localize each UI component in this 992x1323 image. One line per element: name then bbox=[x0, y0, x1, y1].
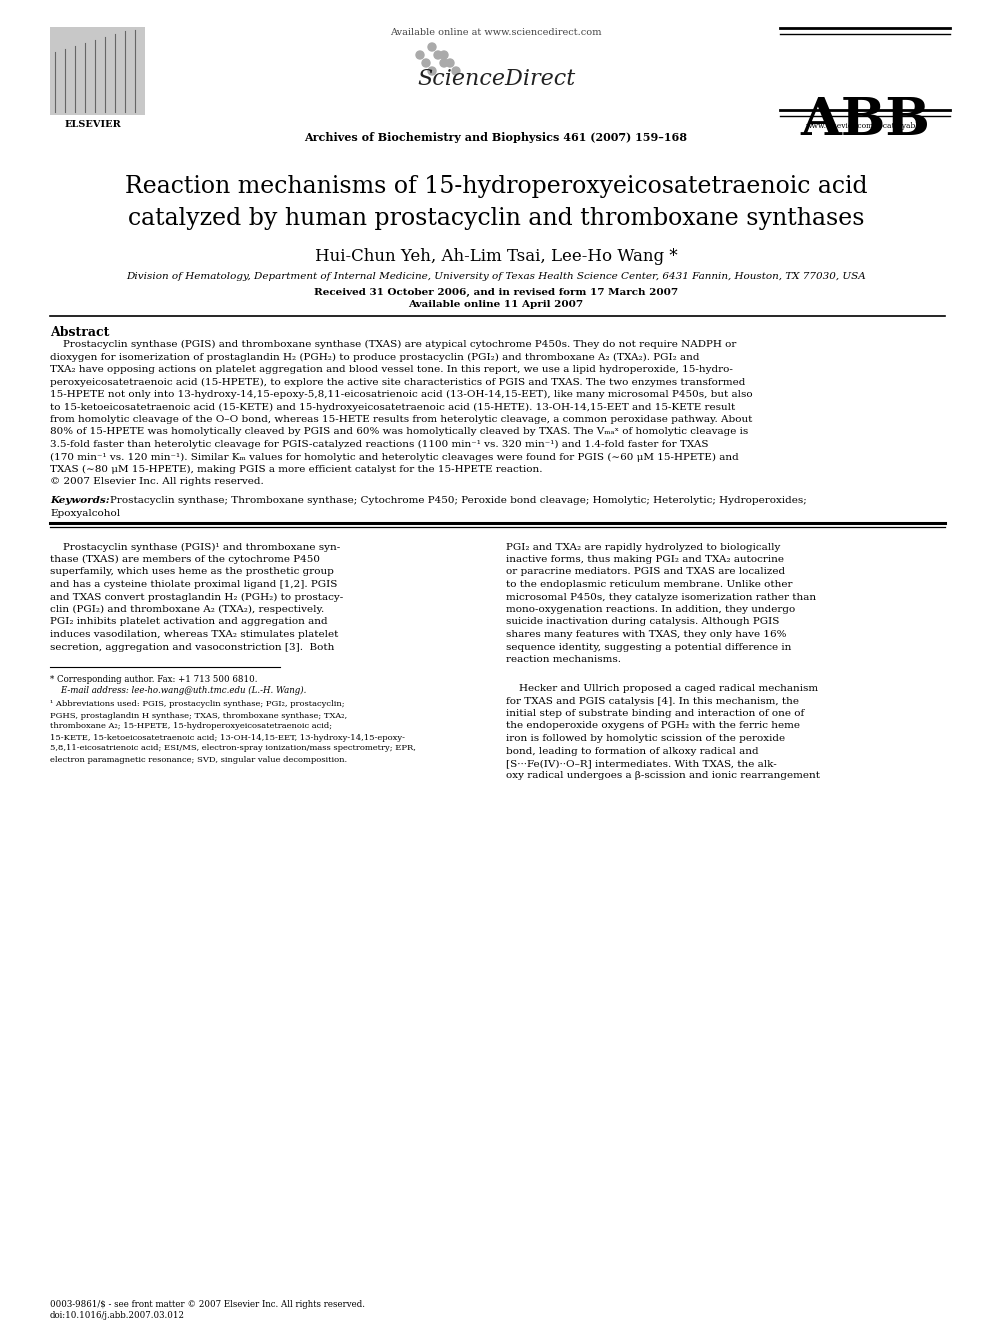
Text: peroxyeicosatetraenoic acid (15-HPETE), to explore the active site characteristi: peroxyeicosatetraenoic acid (15-HPETE), … bbox=[50, 377, 745, 386]
Text: thromboxane A₂; 15-HPETE, 15-hydroperoxyeicosatetraenoic acid;: thromboxane A₂; 15-HPETE, 15-hydroperoxy… bbox=[50, 722, 332, 730]
Text: electron paramagnetic resonance; SVD, singular value decomposition.: electron paramagnetic resonance; SVD, si… bbox=[50, 755, 347, 763]
Text: for TXAS and PGIS catalysis [4]. In this mechanism, the: for TXAS and PGIS catalysis [4]. In this… bbox=[506, 696, 799, 705]
Text: induces vasodilation, whereas TXA₂ stimulates platelet: induces vasodilation, whereas TXA₂ stimu… bbox=[50, 630, 338, 639]
Text: Reaction mechanisms of 15-hydroperoxyeicosatetraenoic acid: Reaction mechanisms of 15-hydroperoxyeic… bbox=[125, 175, 867, 198]
Text: PGHS, prostaglandin H synthase; TXAS, thromboxane synthase; TXA₂,: PGHS, prostaglandin H synthase; TXAS, th… bbox=[50, 712, 347, 720]
Text: dioxygen for isomerization of prostaglandin H₂ (PGH₂) to produce prostacyclin (P: dioxygen for isomerization of prostaglan… bbox=[50, 352, 699, 361]
Text: Received 31 October 2006, and in revised form 17 March 2007: Received 31 October 2006, and in revised… bbox=[313, 288, 679, 298]
Text: 5,8,11-eicosatrienoic acid; ESI/MS, electron-spray ionization/mass spectrometry;: 5,8,11-eicosatrienoic acid; ESI/MS, elec… bbox=[50, 745, 416, 753]
Circle shape bbox=[428, 44, 436, 52]
Text: Available online 11 April 2007: Available online 11 April 2007 bbox=[409, 300, 583, 310]
Circle shape bbox=[446, 60, 454, 67]
Text: Epoxyalcohol: Epoxyalcohol bbox=[50, 508, 120, 517]
Text: www.elsevier.com/locate/yabbi: www.elsevier.com/locate/yabbi bbox=[806, 122, 924, 130]
Text: reaction mechanisms.: reaction mechanisms. bbox=[506, 655, 621, 664]
Circle shape bbox=[440, 60, 448, 67]
Text: 15-KETE, 15-ketoeicosatetraenoic acid; 13-OH-14,15-EET, 13-hydroxy-14,15-epoxy-: 15-KETE, 15-ketoeicosatetraenoic acid; 1… bbox=[50, 733, 405, 741]
Text: Abstract: Abstract bbox=[50, 325, 109, 339]
Text: Archives of Biochemistry and Biophysics 461 (2007) 159–168: Archives of Biochemistry and Biophysics … bbox=[305, 132, 687, 143]
Text: thase (TXAS) are members of the cytochrome P450: thase (TXAS) are members of the cytochro… bbox=[50, 556, 320, 564]
Text: Prostacyclin synthase (PGIS)¹ and thromboxane syn-: Prostacyclin synthase (PGIS)¹ and thromb… bbox=[50, 542, 340, 552]
Text: bond, leading to formation of alkoxy radical and: bond, leading to formation of alkoxy rad… bbox=[506, 746, 759, 755]
Text: Prostacyclin synthase (PGIS) and thromboxane synthase (TXAS) are atypical cytoch: Prostacyclin synthase (PGIS) and thrombo… bbox=[50, 340, 736, 349]
Text: clin (PGI₂) and thromboxane A₂ (TXA₂), respectively.: clin (PGI₂) and thromboxane A₂ (TXA₂), r… bbox=[50, 605, 324, 614]
Text: (170 min⁻¹ vs. 120 min⁻¹). Similar Kₘ values for homolytic and heterolytic cleav: (170 min⁻¹ vs. 120 min⁻¹). Similar Kₘ va… bbox=[50, 452, 739, 462]
Text: oxy radical undergoes a β-scission and ionic rearrangement: oxy radical undergoes a β-scission and i… bbox=[506, 771, 820, 781]
Text: superfamily, which uses heme as the prosthetic group: superfamily, which uses heme as the pros… bbox=[50, 568, 334, 577]
Text: and TXAS convert prostaglandin H₂ (PGH₂) to prostacy-: and TXAS convert prostaglandin H₂ (PGH₂)… bbox=[50, 593, 343, 602]
Text: 0003-9861/$ - see front matter © 2007 Elsevier Inc. All rights reserved.: 0003-9861/$ - see front matter © 2007 El… bbox=[50, 1301, 365, 1308]
Text: sequence identity, suggesting a potential difference in: sequence identity, suggesting a potentia… bbox=[506, 643, 792, 651]
Text: inactive forms, thus making PGI₂ and TXA₂ autocrine: inactive forms, thus making PGI₂ and TXA… bbox=[506, 556, 784, 564]
Text: Hui-Chun Yeh, Ah-Lim Tsai, Lee-Ho Wang *: Hui-Chun Yeh, Ah-Lim Tsai, Lee-Ho Wang * bbox=[314, 247, 678, 265]
Text: © 2007 Elsevier Inc. All rights reserved.: © 2007 Elsevier Inc. All rights reserved… bbox=[50, 478, 264, 487]
Bar bbox=[50, 26, 145, 115]
Circle shape bbox=[434, 52, 442, 60]
Text: Prostacyclin synthase; Thromboxane synthase; Cytochrome P450; Peroxide bond clea: Prostacyclin synthase; Thromboxane synth… bbox=[110, 496, 806, 505]
Text: ScienceDirect: ScienceDirect bbox=[417, 67, 575, 90]
Text: [S···Fe(IV)··O–R] intermediates. With TXAS, the alk-: [S···Fe(IV)··O–R] intermediates. With TX… bbox=[506, 759, 777, 767]
Text: PGI₂ and TXA₂ are rapidly hydrolyzed to biologically: PGI₂ and TXA₂ are rapidly hydrolyzed to … bbox=[506, 542, 781, 552]
Circle shape bbox=[416, 52, 424, 60]
Text: microsomal P450s, they catalyze isomerization rather than: microsomal P450s, they catalyze isomeriz… bbox=[506, 593, 816, 602]
Text: to the endoplasmic reticulum membrane. Unlike other: to the endoplasmic reticulum membrane. U… bbox=[506, 579, 793, 589]
Text: doi:10.1016/j.abb.2007.03.012: doi:10.1016/j.abb.2007.03.012 bbox=[50, 1311, 185, 1320]
Text: * Corresponding author. Fax: +1 713 500 6810.: * Corresponding author. Fax: +1 713 500 … bbox=[50, 675, 258, 684]
Text: E-mail address: lee-ho.wang@uth.tmc.edu (L.-H. Wang).: E-mail address: lee-ho.wang@uth.tmc.edu … bbox=[50, 687, 307, 696]
Text: the endoperoxide oxygens of PGH₂ with the ferric heme: the endoperoxide oxygens of PGH₂ with th… bbox=[506, 721, 800, 730]
Circle shape bbox=[452, 67, 460, 75]
Text: ¹ Abbreviations used: PGIS, prostacyclin synthase; PGI₂, prostacyclin;: ¹ Abbreviations used: PGIS, prostacyclin… bbox=[50, 700, 344, 709]
Text: or paracrine mediators. PGIS and TXAS are localized: or paracrine mediators. PGIS and TXAS ar… bbox=[506, 568, 785, 577]
Text: shares many features with TXAS, they only have 16%: shares many features with TXAS, they onl… bbox=[506, 630, 787, 639]
Text: catalyzed by human prostacyclin and thromboxane synthases: catalyzed by human prostacyclin and thro… bbox=[128, 206, 864, 230]
Circle shape bbox=[428, 67, 436, 75]
Text: secretion, aggregation and vasoconstriction [3].  Both: secretion, aggregation and vasoconstrict… bbox=[50, 643, 334, 651]
Text: 80% of 15-HPETE was homolytically cleaved by PGIS and 60% was homolytically clea: 80% of 15-HPETE was homolytically cleave… bbox=[50, 427, 748, 437]
Text: Keywords:: Keywords: bbox=[50, 496, 110, 505]
Text: 15-HPETE not only into 13-hydroxy-14,15-epoxy-5,8,11-eicosatrienoic acid (13-OH-: 15-HPETE not only into 13-hydroxy-14,15-… bbox=[50, 390, 753, 400]
Text: iron is followed by homolytic scission of the peroxide: iron is followed by homolytic scission o… bbox=[506, 734, 785, 744]
Text: to 15-ketoeicosatetraenoic acid (15-KETE) and 15-hydroxyeicosatetraenoic acid (1: to 15-ketoeicosatetraenoic acid (15-KETE… bbox=[50, 402, 735, 411]
Text: Hecker and Ullrich proposed a caged radical mechanism: Hecker and Ullrich proposed a caged radi… bbox=[506, 684, 818, 693]
Text: mono-oxygenation reactions. In addition, they undergo: mono-oxygenation reactions. In addition,… bbox=[506, 605, 796, 614]
Text: ABB: ABB bbox=[801, 95, 930, 146]
Text: PGI₂ inhibits platelet activation and aggregation and: PGI₂ inhibits platelet activation and ag… bbox=[50, 618, 327, 627]
Text: TXA₂ have opposing actions on platelet aggregation and blood vessel tone. In thi: TXA₂ have opposing actions on platelet a… bbox=[50, 365, 733, 374]
Text: Available online at www.sciencedirect.com: Available online at www.sciencedirect.co… bbox=[390, 28, 602, 37]
Text: from homolytic cleavage of the O–O bond, whereas 15-HETE results from heterolyti: from homolytic cleavage of the O–O bond,… bbox=[50, 415, 752, 423]
Circle shape bbox=[440, 52, 448, 60]
Text: 3.5-fold faster than heterolytic cleavage for PGIS-catalyzed reactions (1100 min: 3.5-fold faster than heterolytic cleavag… bbox=[50, 441, 708, 448]
Text: Division of Hematology, Department of Internal Medicine, University of Texas Hea: Division of Hematology, Department of In… bbox=[126, 273, 866, 280]
Text: and has a cysteine thiolate proximal ligand [1,2]. PGIS: and has a cysteine thiolate proximal lig… bbox=[50, 579, 337, 589]
Text: suicide inactivation during catalysis. Although PGIS: suicide inactivation during catalysis. A… bbox=[506, 618, 780, 627]
Text: TXAS (∼80 μM 15-HPETE), making PGIS a more efficient catalyst for the 15-HPETE r: TXAS (∼80 μM 15-HPETE), making PGIS a mo… bbox=[50, 464, 543, 474]
Text: ELSEVIER: ELSEVIER bbox=[64, 120, 121, 130]
Circle shape bbox=[422, 60, 430, 67]
Text: initial step of substrate binding and interaction of one of: initial step of substrate binding and in… bbox=[506, 709, 805, 718]
